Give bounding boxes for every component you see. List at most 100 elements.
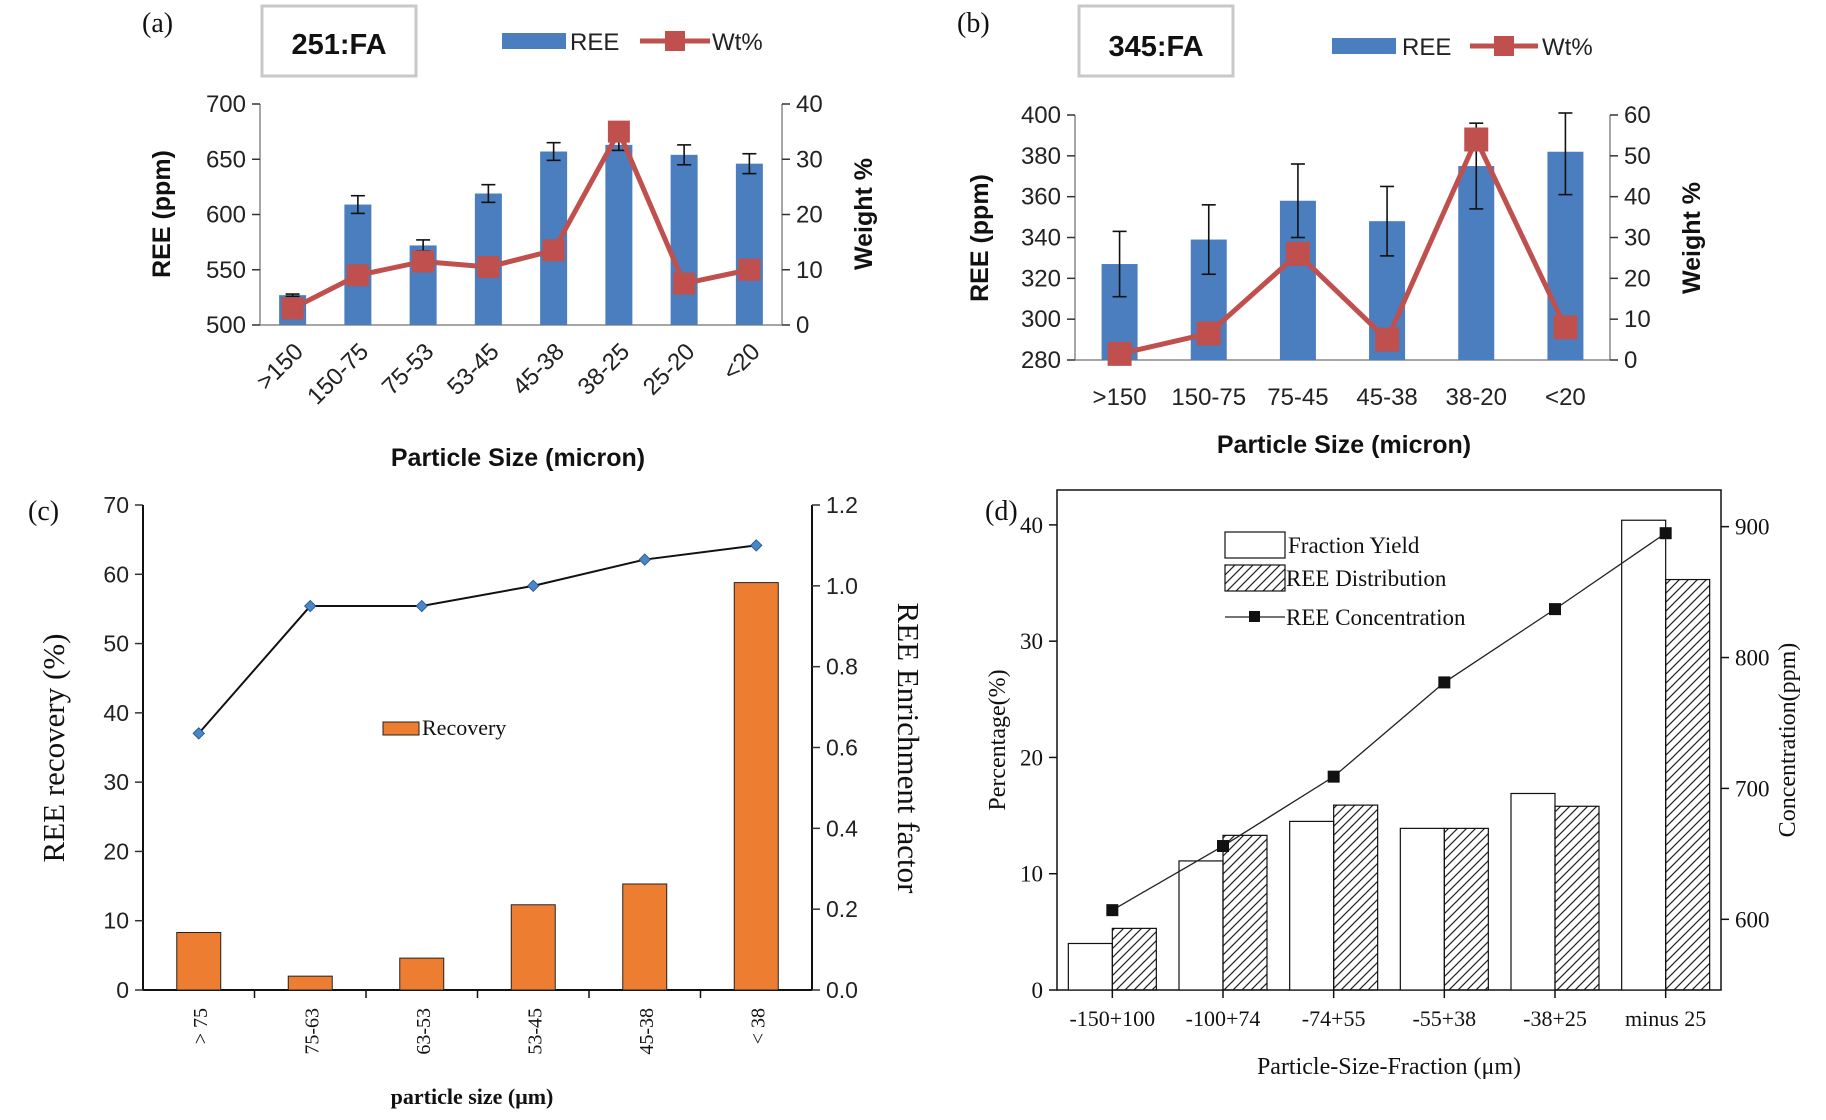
marker-wt — [346, 264, 369, 287]
x-tick-label: >150 — [1093, 384, 1147, 411]
chart-title-a: 251:FA — [291, 29, 386, 61]
x-tick-label: 53-45 — [524, 1008, 546, 1055]
panel-label-d: (d) — [985, 496, 1018, 527]
marker-wt — [412, 250, 435, 273]
bar-recovery — [399, 957, 445, 991]
y-axis-label-a: REE (ppm) — [148, 150, 176, 278]
bar-ree-distribution — [1111, 927, 1157, 991]
chart-c: (c) 0 10 20 30 40 50 60 70 0.0 0.2 0.4 0.6 0.8 1.0 1.2… — [28, 492, 926, 1109]
panel-label-a: (a) — [142, 8, 173, 39]
legend-label-wt-a: Wt% — [712, 29, 763, 56]
x-tick-label: 45-38 — [507, 338, 570, 401]
marker-enrichment — [527, 579, 540, 593]
y-tick-label: 280 — [1021, 347, 1061, 374]
x-tick-label: <20 — [718, 338, 766, 386]
marker-enrichment — [750, 539, 763, 552]
y-tick-label: 30 — [103, 769, 129, 795]
bar-fraction-yield — [1621, 519, 1667, 991]
y2-tick-label: 10 — [1624, 306, 1651, 333]
x-tick-label: 38-25 — [573, 338, 636, 401]
legend-label-ree-b: REE — [1402, 34, 1451, 61]
x-tick-label: > 75 — [190, 1008, 212, 1044]
bar-fraction-yield — [1067, 942, 1113, 991]
x-tick-label: 75-53 — [377, 338, 440, 401]
marker-wt — [1196, 321, 1221, 346]
bar-ree-distribution — [1554, 805, 1600, 991]
bar-recovery — [622, 883, 668, 991]
x-tick-label: -150+100 — [1069, 1006, 1155, 1031]
legend-swatch-recovery — [382, 721, 420, 736]
y2-tick-label: 1.0 — [826, 573, 858, 599]
marker-wt — [1553, 315, 1578, 340]
legend-swatch-ree-distribution — [1224, 564, 1286, 592]
x-tick-label: -55+38 — [1412, 1006, 1476, 1031]
bar-recovery — [287, 975, 333, 991]
legend-marker-wt-a — [665, 31, 685, 51]
y-tick-label: 320 — [1021, 265, 1061, 292]
marker-ree-concentration — [1659, 527, 1672, 540]
x-axis-label-c: particle size (μm) — [391, 1084, 554, 1109]
y2-tick-label: 30 — [1624, 225, 1651, 252]
legend-label-fraction-yield: Fraction Yield — [1288, 533, 1420, 558]
line-enrichment — [197, 544, 757, 735]
y-tick-label: 300 — [1021, 306, 1061, 333]
marker-ree-concentration — [1327, 770, 1340, 783]
y-tick-label: 40 — [1020, 513, 1043, 538]
y-tick-label: 50 — [103, 631, 129, 657]
y2-axis-label-a: Weight % — [850, 158, 878, 270]
x-tick-label: >150 — [252, 338, 309, 395]
plot-frame-d — [1056, 489, 1722, 991]
marker-ree-concentration — [1217, 840, 1229, 853]
y-tick-label: 600 — [206, 202, 246, 229]
x-axis-label-a: Particle Size (micron) — [391, 444, 645, 472]
y2-tick-label: 0 — [1624, 347, 1637, 374]
y2-tick-label: 700 — [1735, 776, 1770, 801]
x-tick-label: 63-53 — [413, 1008, 435, 1055]
bar-ree — [670, 154, 698, 325]
bar-ree — [735, 163, 763, 325]
marker-ree-concentration — [1106, 904, 1119, 917]
marker-wt — [1375, 327, 1400, 352]
x-tick-label: -100+74 — [1186, 1006, 1261, 1031]
y-tick-label: 10 — [103, 908, 129, 934]
x-tick-label: 150-75 — [1171, 384, 1246, 411]
y2-tick-label: 600 — [1735, 907, 1770, 932]
line-ree-concentration — [1112, 532, 1667, 911]
bar-ree-distribution — [1665, 578, 1711, 991]
x-tick-label: -74+55 — [1302, 1006, 1366, 1031]
x-tick-label: 75-45 — [1267, 384, 1328, 411]
y-tick-label: 360 — [1021, 184, 1061, 211]
y-tick-label: 0 — [1032, 978, 1044, 1003]
y2-tick-label: 40 — [796, 91, 823, 118]
legend-label-ree-distribution: REE Distribution — [1286, 566, 1447, 591]
legend-d: Fraction Yield REE Distribution REE Conc… — [1224, 531, 1466, 630]
bar-fraction-yield — [1399, 827, 1445, 991]
legend-b: REE Wt% — [1332, 34, 1593, 61]
y2-tick-label: 20 — [1624, 265, 1651, 292]
y-tick-label: 650 — [206, 146, 246, 173]
y2-tick-label: 0.6 — [826, 735, 858, 761]
y2-tick-label: 40 — [1624, 184, 1651, 211]
legend-label-recovery: Recovery — [422, 715, 506, 740]
y-tick-label: 400 — [1021, 102, 1061, 129]
bar-recovery — [176, 931, 222, 991]
x-tick-label: 38-20 — [1446, 384, 1507, 411]
bar-fraction-yield — [1510, 792, 1556, 991]
title-box-b — [1077, 4, 1235, 78]
legend-a: REE Wt% — [502, 29, 763, 56]
x-tick-label: 53-45 — [442, 338, 505, 401]
x-tick-label: -38+25 — [1523, 1006, 1587, 1031]
bar-ree-distribution — [1443, 827, 1489, 991]
title-box-a — [260, 4, 418, 78]
legend-c: Recovery — [382, 715, 506, 740]
y2-tick-label: 0 — [796, 312, 809, 339]
x-axis-label-d: Particle-Size-Fraction (μm) — [1257, 1054, 1521, 1080]
marker-ree-concentration — [1549, 603, 1561, 616]
y2-tick-label: 0.8 — [826, 654, 858, 680]
x-tick-label: 45-38 — [636, 1008, 658, 1055]
y2-tick-label: 10 — [796, 257, 823, 284]
y2-tick-label: 0.4 — [826, 815, 858, 841]
x-axis-label-b: Particle Size (micron) — [1217, 431, 1471, 459]
x-tick-label: 75-63 — [301, 1008, 323, 1055]
